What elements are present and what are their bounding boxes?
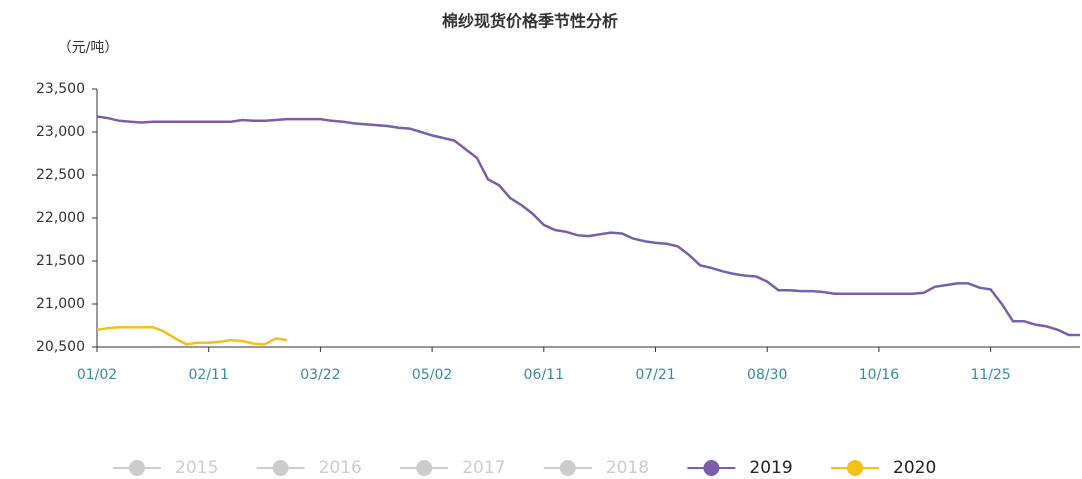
x-tick-label: 01/02 <box>77 367 117 383</box>
x-tick-label: 10/16 <box>859 367 899 383</box>
x-tick-label: 02/11 <box>189 367 229 383</box>
y-tick-label: 23,500 <box>36 81 85 97</box>
x-tick-label: 08/30 <box>747 367 787 383</box>
y-tick-label: 22,000 <box>36 210 85 226</box>
legend-label: 2015 <box>175 458 218 478</box>
x-tick-label: 03/22 <box>300 367 340 383</box>
legend-label: 2017 <box>462 458 505 478</box>
legend-label: 2018 <box>606 458 649 478</box>
y-tick-label: 21,500 <box>36 253 85 269</box>
y-tick-label: 22,500 <box>36 167 85 183</box>
legend-marker <box>847 460 863 476</box>
series-line <box>96 115 1080 337</box>
legend-label: 2019 <box>749 458 792 478</box>
legend-marker <box>416 460 433 476</box>
legend-marker <box>559 460 576 476</box>
x-tick-label: 05/02 <box>412 367 452 383</box>
x-tick-label: 06/11 <box>524 367 564 383</box>
legend-marker <box>129 460 145 476</box>
x-tick-label: 11/25 <box>970 367 1010 383</box>
chart-title: 棉纱现货价格季节性分析 <box>442 12 618 31</box>
legend-marker <box>703 460 720 476</box>
legend-label: 2020 <box>893 458 936 478</box>
series-line <box>96 325 288 346</box>
y-tick-label: 20,500 <box>36 339 85 355</box>
y-axis-label: （元/吨） <box>58 40 119 56</box>
legend-marker <box>272 460 289 476</box>
y-tick-label: 23,000 <box>36 124 85 140</box>
legend-label: 2016 <box>319 458 362 478</box>
y-tick-label: 21,000 <box>36 296 85 312</box>
x-tick-label: 07/21 <box>635 367 675 383</box>
